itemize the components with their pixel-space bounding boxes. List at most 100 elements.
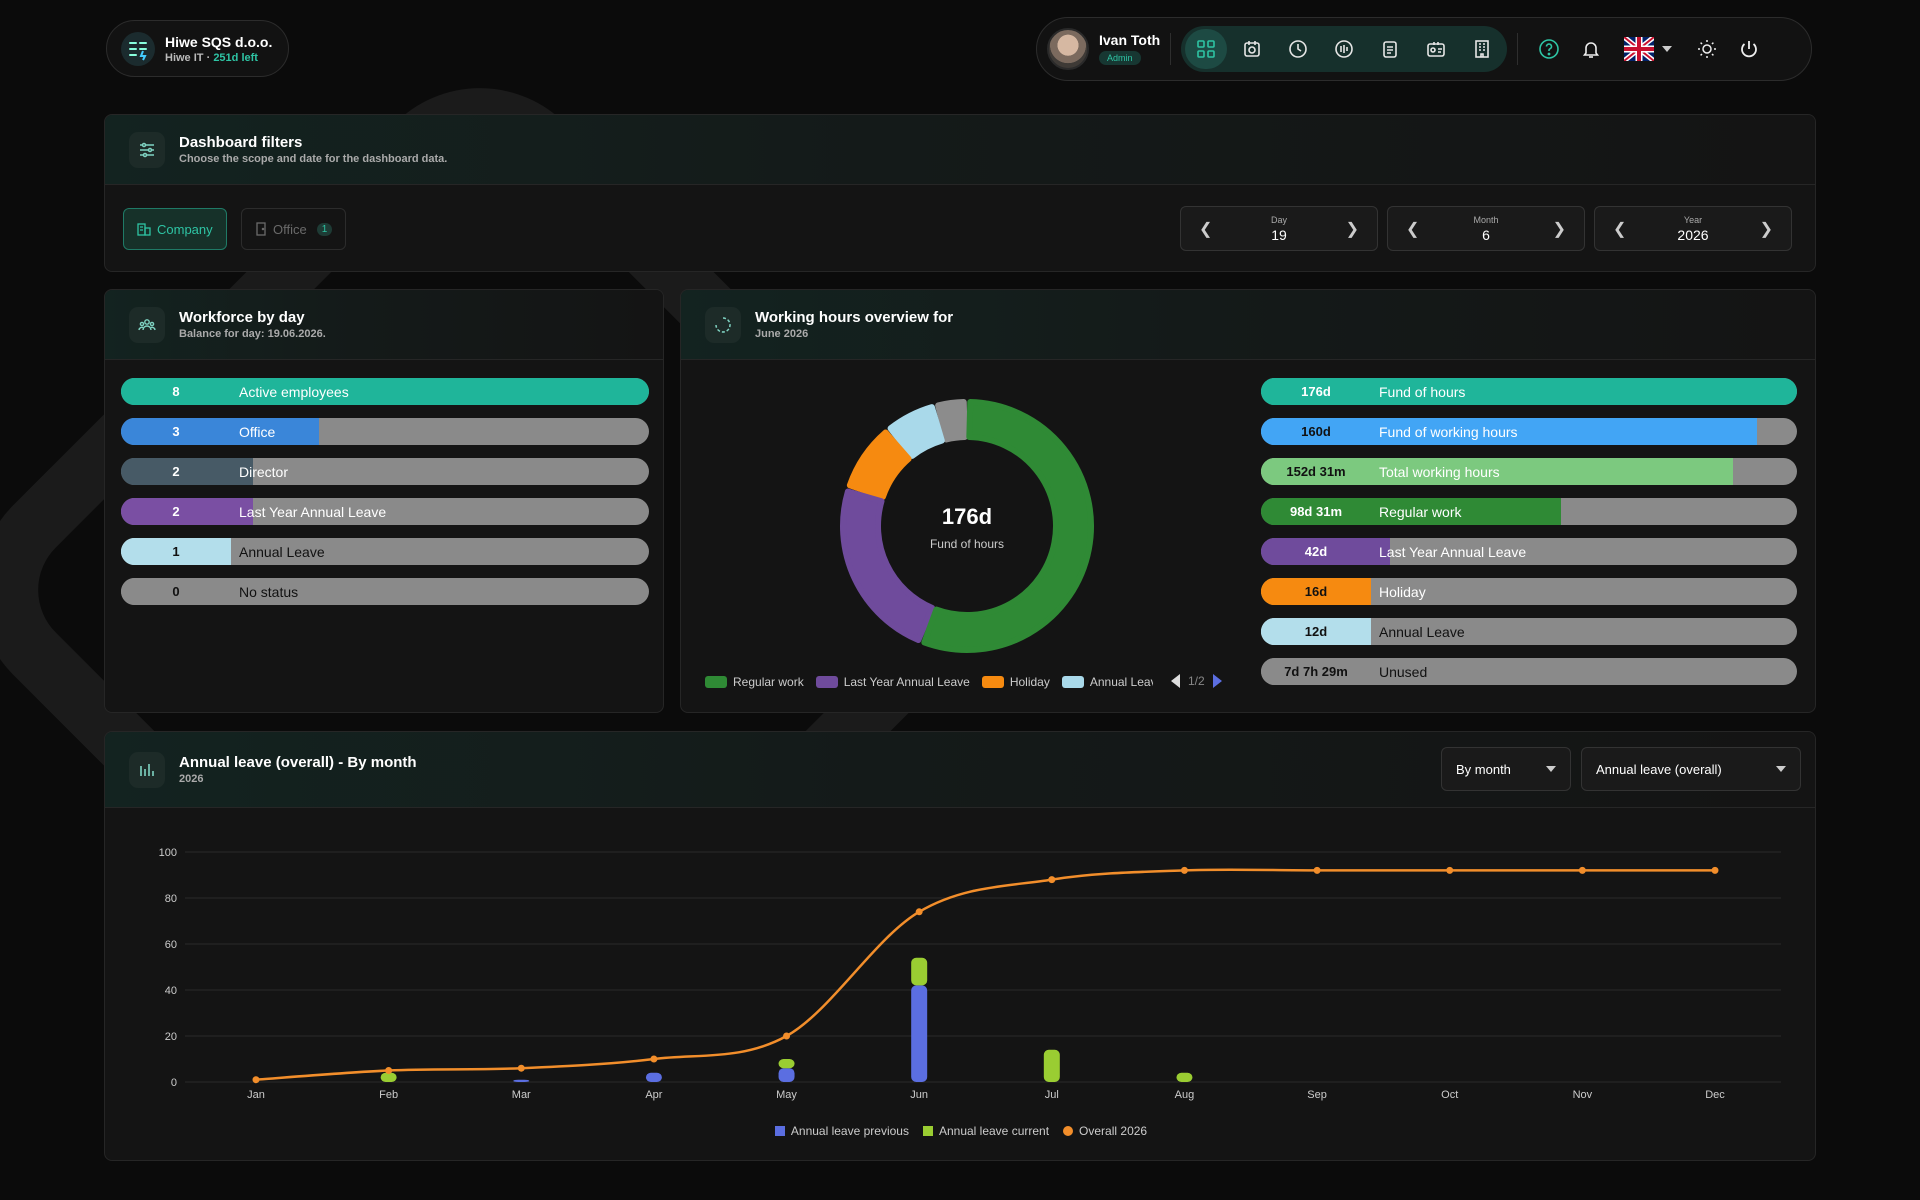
- hours-bar-value: 42d: [1261, 538, 1371, 565]
- hours-bar-value: 16d: [1261, 578, 1371, 605]
- company-scope-button[interactable]: Company: [123, 208, 227, 250]
- x-tick-label: May: [776, 1089, 797, 1101]
- donut-segment-last-year-annual-leave[interactable]: [840, 488, 936, 644]
- legend-item-overall-2026[interactable]: Overall 2026: [1063, 1124, 1147, 1138]
- legend-item-last-year-annual-leave[interactable]: Last Year Annual Leave: [815, 675, 970, 689]
- donut-legend: Regular work Last Year Annual Leave Holi…: [705, 675, 1153, 689]
- legend-item-annual-leave-previous[interactable]: Annual leave previous: [774, 1124, 909, 1138]
- hours-bar-label: Last Year Annual Leave: [1379, 543, 1527, 560]
- donut-center-label: Fund of hours: [930, 537, 1004, 551]
- role-badge: Admin: [1099, 51, 1141, 65]
- point-overall-2026: [385, 1067, 393, 1074]
- bar-annual-leave-previous: [911, 985, 928, 1082]
- point-overall-2026: [1180, 866, 1188, 874]
- legend-item-annual-leave[interactable]: Annual Leav: [1061, 675, 1153, 689]
- hours-bar-value: 7d 7h 29m: [1261, 658, 1371, 685]
- month-value: 6: [1482, 226, 1490, 243]
- hours-bar-label: Fund of hours: [1379, 383, 1466, 400]
- workforce-bar-label: Annual Leave: [239, 543, 325, 560]
- help-icon[interactable]: [1528, 28, 1570, 70]
- legend-item-regular-work[interactable]: Regular work: [705, 675, 804, 689]
- stats-icon[interactable]: [1323, 29, 1365, 69]
- bar-annual-leave-current: [778, 1059, 795, 1069]
- panel-title: Annual leave (overall) - By month: [179, 754, 417, 771]
- clock-icon[interactable]: [1277, 29, 1319, 69]
- sliders-icon: [129, 131, 165, 168]
- panel-subtitle: 2026: [179, 773, 204, 785]
- sun-icon[interactable]: [1686, 28, 1728, 70]
- leave-type-select-value: Annual leave (overall): [1596, 761, 1722, 777]
- legend-prev-icon[interactable]: [1171, 674, 1180, 688]
- main-navigation: [1181, 26, 1508, 72]
- y-tick-label: 80: [165, 893, 177, 905]
- hours-bar-value: 152d 31m: [1261, 458, 1371, 485]
- donut-segment-unused[interactable]: [935, 399, 968, 443]
- hours-bar-row: 98d 31m Regular work: [1261, 498, 1797, 525]
- office-count-badge: 1: [316, 222, 333, 236]
- panel-header: Workforce by day Balance for day: 19.06.…: [105, 290, 663, 360]
- license-days-left: 251d left: [213, 51, 258, 64]
- panel-subtitle: Choose the scope and date for the dashbo…: [179, 153, 448, 165]
- panel-subtitle: June 2026: [755, 328, 809, 340]
- panel-subtitle: Balance for day: 19.06.2026.: [179, 328, 326, 340]
- point-overall-2026: [1313, 866, 1321, 874]
- workforce-bar-value: 0: [121, 578, 231, 605]
- point-overall-2026: [915, 908, 923, 916]
- chevron-left-icon[interactable]: ❮: [1199, 220, 1213, 238]
- chevron-left-icon[interactable]: ❮: [1613, 220, 1627, 238]
- legend-next-icon[interactable]: [1212, 674, 1222, 688]
- chevron-right-icon[interactable]: ❯: [1345, 220, 1359, 238]
- language-selector[interactable]: [1624, 37, 1673, 61]
- point-overall-2026: [783, 1032, 791, 1040]
- legend-page-indicator: 1/2: [1188, 674, 1205, 688]
- leave-type-select[interactable]: Annual leave (overall): [1581, 747, 1801, 791]
- workforce-bar-row: 3 Office: [121, 418, 649, 445]
- year-value: 2026: [1677, 226, 1709, 243]
- point-overall-2026: [650, 1055, 658, 1063]
- panel-title: Dashboard filters: [179, 134, 303, 151]
- schedule-icon[interactable]: [1231, 29, 1273, 69]
- point-overall-2026: [1578, 866, 1586, 874]
- point-overall-2026: [1711, 866, 1719, 874]
- company-switcher[interactable]: Hiwe SQS d.o.o. Hiwe IT · 251d left: [106, 20, 289, 77]
- period-select[interactable]: By month: [1441, 747, 1571, 791]
- workforce-panel: Workforce by day Balance for day: 19.06.…: [104, 289, 664, 713]
- working-hours-panel: Working hours overview for June 2026 176…: [680, 289, 1816, 713]
- line-overall-2026: [255, 868, 1715, 1081]
- y-tick-label: 40: [165, 985, 177, 997]
- legend-pager: 1/2: [1171, 674, 1222, 688]
- x-tick-label: Jun: [910, 1089, 928, 1101]
- day-label: Day: [1270, 214, 1287, 225]
- user-info: Ivan Toth Admin: [1099, 32, 1160, 66]
- dashboard-icon[interactable]: [1185, 29, 1228, 69]
- workforce-bar-label: Office: [239, 423, 276, 440]
- id-card-icon[interactable]: [1415, 29, 1457, 69]
- legend-item-holiday[interactable]: Holiday: [981, 675, 1050, 689]
- x-tick-label: Jan: [247, 1089, 265, 1101]
- day-stepper: ❮ Day 19 ❯: [1180, 206, 1378, 251]
- top-navigation-bar: Ivan Toth Admin: [1036, 17, 1812, 81]
- x-tick-label: Aug: [1175, 1089, 1195, 1101]
- power-icon[interactable]: [1728, 28, 1770, 70]
- workforce-bar-value: 2: [121, 498, 231, 525]
- office-scope-button[interactable]: Office 1: [241, 208, 347, 250]
- donut-segment-annual-leave[interactable]: [887, 404, 945, 459]
- avatar[interactable]: [1047, 28, 1089, 70]
- workforce-bar-row: 2 Director: [121, 458, 649, 485]
- x-tick-label: Mar: [512, 1089, 531, 1101]
- panel-title: Working hours overview for: [755, 309, 954, 326]
- panel-title: Workforce by day: [179, 309, 305, 326]
- donut-segment-holiday[interactable]: [846, 429, 912, 500]
- clipboard-icon[interactable]: [1369, 29, 1411, 69]
- chevron-right-icon[interactable]: ❯: [1759, 220, 1773, 238]
- legend-label: Regular work: [733, 675, 804, 689]
- building-icon: [137, 223, 151, 236]
- x-tick-label: Sep: [1307, 1089, 1327, 1101]
- legend-item-annual-leave-current[interactable]: Annual leave current: [922, 1124, 1049, 1138]
- bell-icon[interactable]: [1570, 28, 1612, 70]
- chevron-right-icon[interactable]: ❯: [1552, 220, 1566, 238]
- donut-segment-regular-work[interactable]: [921, 399, 1094, 653]
- chevron-left-icon[interactable]: ❮: [1406, 220, 1420, 238]
- building-icon[interactable]: [1461, 29, 1503, 69]
- year-stepper: ❮ Year 2026 ❯: [1594, 206, 1792, 251]
